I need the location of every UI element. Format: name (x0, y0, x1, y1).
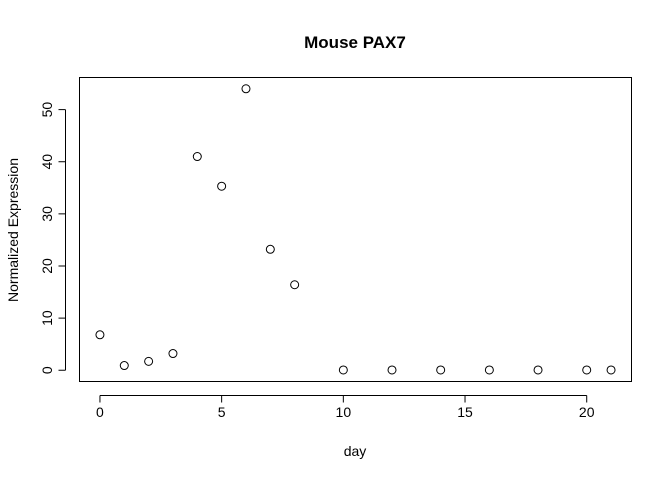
data-point (290, 280, 300, 290)
data-point (533, 365, 543, 375)
x-axis: 0 5 10 15 20 (96, 395, 595, 420)
data-point (338, 365, 348, 375)
data-point (144, 356, 154, 366)
y-tick-label: 20 (39, 258, 55, 274)
data-point (119, 361, 129, 371)
data-point (582, 365, 592, 375)
y-tick-label: 0 (39, 366, 55, 374)
y-tick-label: 50 (39, 102, 55, 118)
data-point (436, 365, 446, 375)
x-tick-label: 20 (579, 404, 595, 420)
x-axis-label: day (344, 443, 367, 459)
data-points (95, 84, 616, 375)
chart-title: Mouse PAX7 (304, 33, 406, 52)
data-point (95, 330, 105, 340)
x-tick-label: 15 (457, 404, 473, 420)
y-axis-label: Normalized Expression (5, 158, 21, 302)
data-point (168, 349, 178, 359)
x-tick-label: 5 (218, 404, 226, 420)
data-point (265, 244, 275, 254)
data-point (192, 152, 202, 162)
y-tick-label: 40 (39, 154, 55, 170)
data-point (241, 84, 251, 94)
y-axis: 0 10 20 30 40 50 (39, 102, 66, 374)
data-point (387, 365, 397, 375)
x-tick-label: 10 (336, 404, 352, 420)
y-tick-label: 30 (39, 206, 55, 222)
plot-frame (79, 77, 632, 382)
data-point (484, 365, 494, 375)
y-tick-label: 10 (39, 310, 55, 326)
data-point (606, 365, 616, 375)
data-point (217, 181, 227, 191)
x-tick-label: 0 (96, 404, 104, 420)
